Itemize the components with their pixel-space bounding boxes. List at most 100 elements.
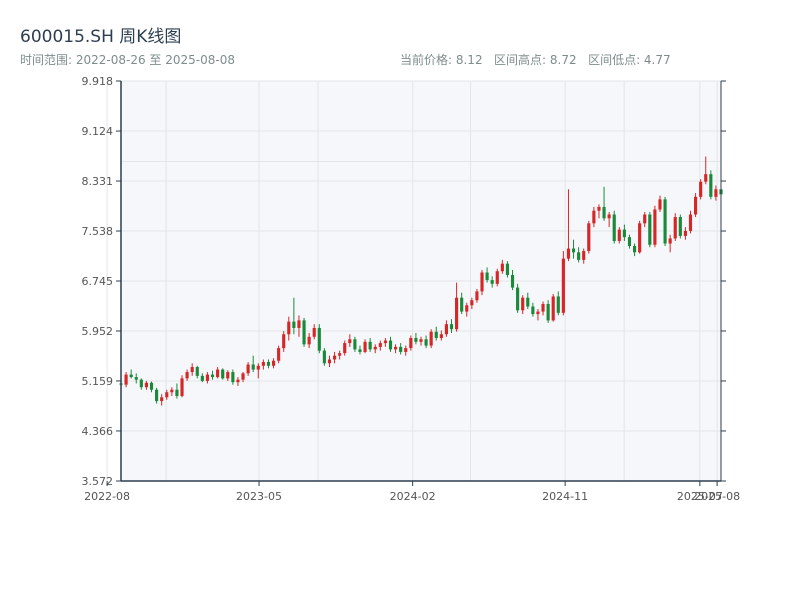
candle-down	[353, 339, 357, 350]
candle-up	[297, 320, 301, 328]
x-tick-label: 2025-07	[677, 490, 723, 503]
candle-up	[287, 321, 291, 335]
candle-down	[155, 389, 159, 402]
candle-up	[378, 343, 382, 347]
candle-down	[200, 375, 204, 381]
y-tick-label: 9.124	[82, 125, 114, 138]
candle-up	[332, 355, 337, 360]
candle-up	[551, 296, 555, 321]
y-tick-label: 6.745	[82, 275, 114, 288]
x-tick-label: 2023-05	[236, 490, 282, 503]
candle-up	[338, 353, 342, 356]
candle-up	[205, 374, 210, 381]
candle-up	[455, 297, 459, 330]
candle-down	[134, 377, 138, 380]
y-tick-label: 3.572	[82, 475, 114, 488]
candle-up	[582, 251, 586, 260]
candle-down	[251, 364, 255, 370]
candle-down	[434, 331, 438, 339]
candle-up	[566, 248, 571, 259]
candle-up	[500, 263, 504, 272]
candle-up	[343, 343, 347, 354]
candle-up	[216, 369, 220, 378]
y-tick-label: 4.366	[82, 425, 114, 438]
grid-lines	[106, 80, 721, 482]
candle-up	[714, 189, 718, 197]
candle-up	[312, 327, 316, 337]
candle-down	[510, 275, 515, 288]
candle-up	[521, 297, 525, 311]
candle-up	[394, 346, 398, 350]
y-tick-label: 5.952	[82, 325, 114, 338]
candle-up	[307, 336, 311, 345]
candle-up	[704, 174, 708, 182]
candle-up	[597, 206, 601, 211]
candle-up	[241, 373, 245, 380]
candle-up	[185, 372, 189, 379]
candle-down	[292, 321, 296, 328]
candle-down	[663, 199, 667, 244]
candle-down	[399, 346, 403, 352]
candle-down	[505, 263, 510, 276]
candle-down	[231, 372, 235, 383]
candle-up	[480, 272, 484, 292]
candle-down	[317, 327, 321, 351]
candle-down	[149, 382, 154, 390]
candle-up	[419, 339, 423, 342]
date-range-label: 时间范围: 2022-08-26 至 2025-08-08	[20, 53, 235, 67]
candle-down	[490, 280, 494, 284]
current-price: 当前价格: 8.12	[400, 53, 483, 67]
candle-down	[175, 389, 179, 397]
candle-up	[495, 271, 499, 284]
candle-up	[429, 331, 433, 346]
candle-down	[612, 214, 616, 241]
candle-up	[256, 365, 260, 370]
candle-down	[526, 297, 530, 307]
candle-down	[627, 237, 632, 247]
candle-down	[531, 306, 535, 315]
candle-up	[638, 223, 642, 253]
candle-down	[195, 367, 199, 376]
candle-up	[470, 300, 474, 306]
candle-up	[409, 338, 413, 349]
candle-down	[556, 296, 560, 313]
candle-down	[358, 349, 362, 352]
candle-down	[139, 379, 143, 388]
candle-down	[571, 248, 576, 253]
candle-up	[653, 209, 657, 245]
y-tick-label: 9.918	[82, 75, 114, 88]
candle-down	[424, 339, 428, 346]
candle-down	[266, 361, 271, 366]
candle-down	[210, 374, 215, 378]
candle-up	[226, 372, 230, 379]
candle-up	[144, 382, 148, 388]
candle-down	[678, 217, 682, 236]
candle-up	[190, 367, 194, 373]
candle-down	[129, 374, 133, 378]
candle-down	[449, 324, 454, 330]
candle-up	[170, 389, 174, 393]
range-high: 区间高点: 8.72	[494, 53, 577, 67]
range-low: 区间低点: 4.77	[588, 53, 671, 67]
candle-up	[124, 374, 128, 385]
candle-up	[160, 397, 164, 402]
candle-up	[236, 379, 240, 383]
candle-up	[561, 258, 565, 313]
candle-up	[673, 217, 677, 239]
candle-down	[546, 304, 550, 321]
candle-up	[587, 223, 591, 252]
candle-up	[282, 334, 286, 349]
candle-up	[643, 214, 647, 224]
x-tick-label: 2025-08	[694, 490, 740, 503]
candle-up	[383, 340, 387, 344]
candle-up	[536, 311, 540, 315]
candle-up	[363, 341, 367, 352]
candle-up	[180, 378, 184, 397]
candle-up	[475, 291, 479, 301]
x-tick-label: 2024-11	[542, 490, 588, 503]
candle-down	[322, 350, 326, 364]
y-tick-label: 8.331	[82, 175, 114, 188]
price-stats: 当前价格: 8.12 区间高点: 8.72 区间低点: 4.77	[400, 51, 671, 68]
candle-up	[348, 339, 352, 344]
